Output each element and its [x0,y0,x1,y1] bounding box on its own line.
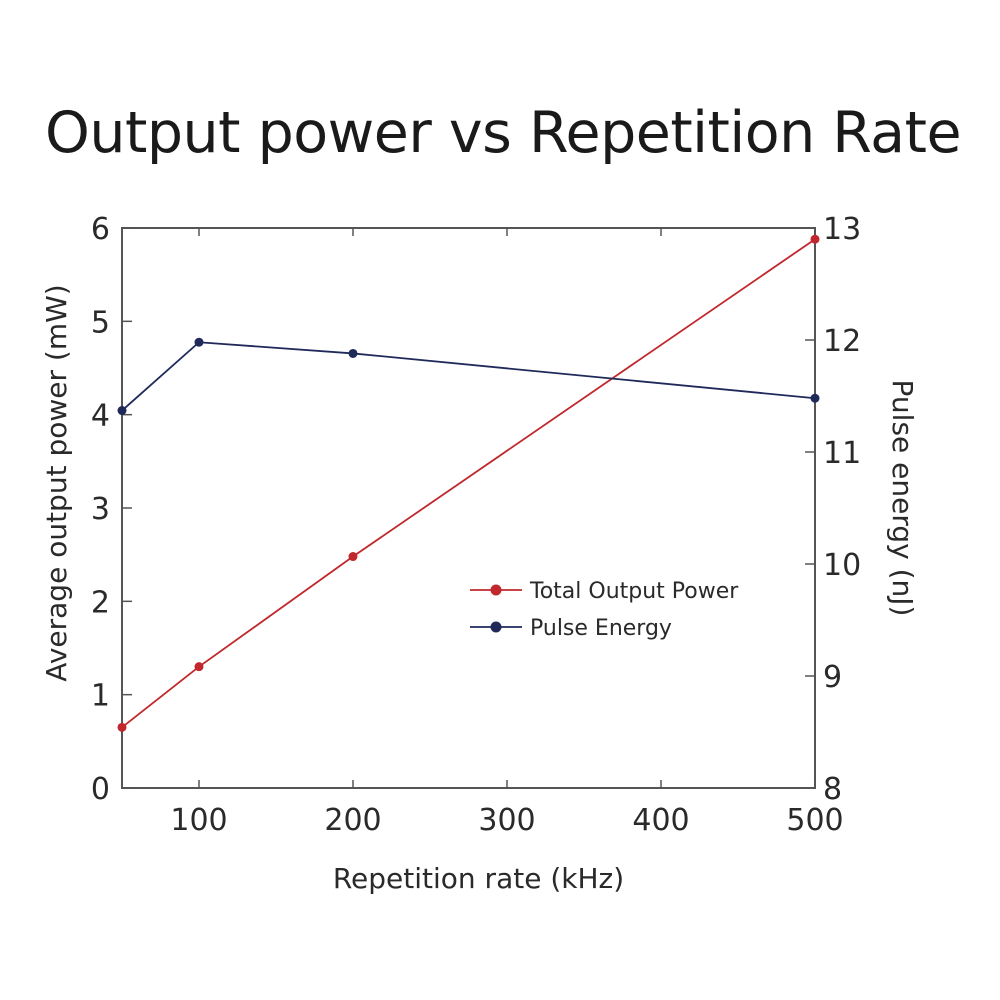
data-point [117,722,127,732]
y-right-tick-label: 13 [823,212,861,247]
y-right-tick-label: 11 [823,436,861,471]
y-left-tick-label: 2 [91,585,110,620]
data-point [348,552,358,562]
y-left-tick-label: 0 [91,772,110,807]
y-right-tick-label: 10 [823,548,861,583]
legend-label: Total Output Power [529,579,739,604]
data-point [117,406,127,416]
chart-title: Output power vs Repetition Rate [45,100,962,166]
legend: Total Output Power Pulse Energy [470,579,739,641]
y-left-tick-label: 4 [91,399,110,434]
series-layer [117,234,820,732]
x-tick-label: 200 [324,803,381,838]
data-point [810,393,820,403]
data-point [348,348,358,358]
data-point [194,662,204,672]
y-left-tick-label: 3 [91,492,110,527]
legend-swatch-marker [490,584,502,596]
y-left-tick-label: 1 [91,679,110,714]
y-left-tick-label: 6 [91,212,110,247]
x-tick-label: 500 [786,803,843,838]
data-point [194,337,204,347]
y-left-tick-label: 5 [91,305,110,340]
series-line-2 [121,341,816,412]
y-axis-right-label: Pulse energy (nJ) [886,380,919,617]
data-point [810,234,820,244]
y-right-tick-label: 12 [823,324,861,359]
legend-label: Pulse Energy [530,616,672,641]
legend-swatch-marker [490,621,502,633]
y-axis-left-label: Average output power (mW) [40,284,73,681]
x-tick-label: 400 [632,803,689,838]
y-right-tick-label: 8 [823,772,842,807]
y-right-tick-label: 9 [823,660,842,695]
x-tick-label: 100 [170,803,227,838]
series-line-1 [121,238,816,729]
x-tick-label: 300 [478,803,535,838]
x-axis-label: Repetition rate (kHz) [333,862,624,895]
plot-frame [121,227,816,789]
